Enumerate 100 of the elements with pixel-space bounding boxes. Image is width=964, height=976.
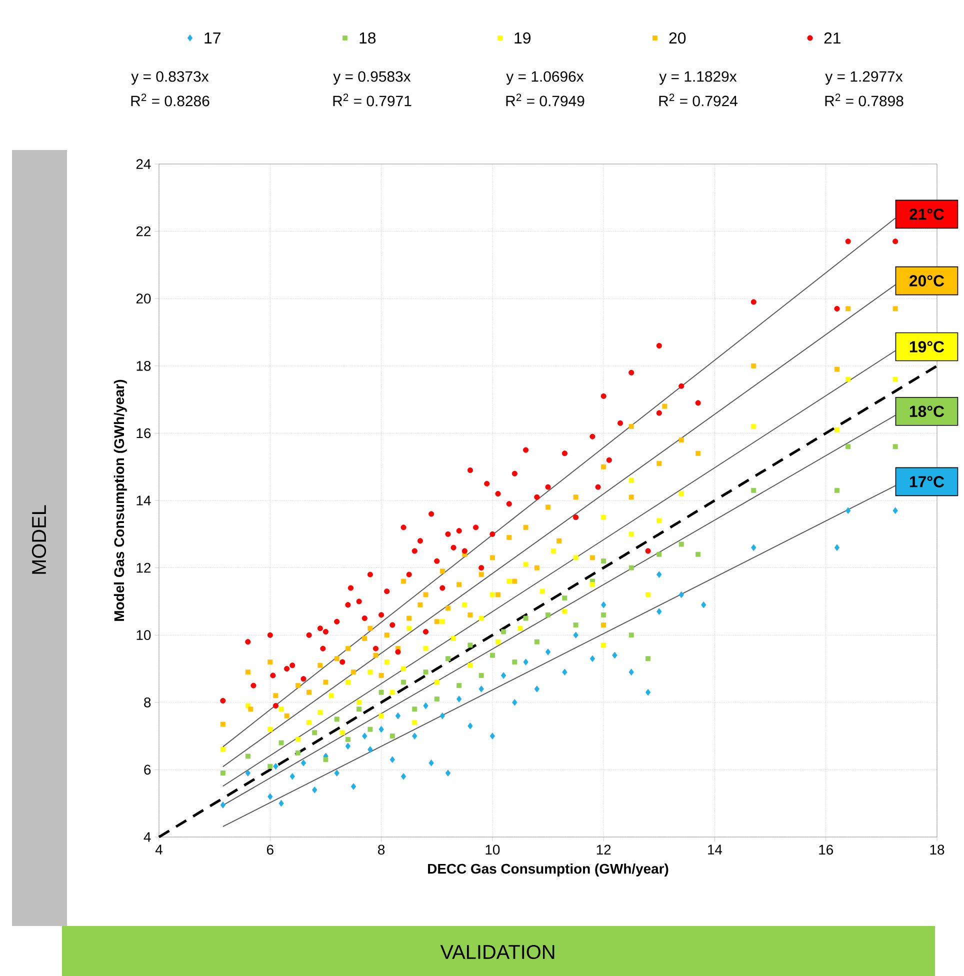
- point: [312, 786, 318, 794]
- annotation: 20°C: [909, 275, 944, 286]
- point: [245, 754, 250, 759]
- point: [512, 699, 518, 706]
- point: [384, 660, 390, 665]
- point: [490, 652, 495, 658]
- x-tick-label: 12: [596, 844, 611, 855]
- point: [284, 713, 290, 718]
- point: [390, 734, 395, 739]
- point: [628, 632, 634, 638]
- point: [462, 602, 468, 608]
- text: y = 0.8373x: [131, 71, 209, 85]
- point: [512, 660, 518, 665]
- point: [318, 710, 323, 715]
- point: [600, 601, 606, 608]
- point: [273, 762, 278, 770]
- annotation: 19°C: [910, 341, 944, 352]
- point: [601, 612, 606, 618]
- annotation: 17°C: [910, 476, 944, 488]
- point: [478, 686, 484, 692]
- point: [268, 660, 273, 665]
- point: [646, 592, 651, 598]
- y-tick-label: 4: [144, 832, 151, 842]
- y-tick-label: 22: [136, 226, 151, 236]
- point: [268, 793, 273, 800]
- point: [892, 444, 898, 450]
- y-tick-label: 24: [136, 159, 151, 169]
- point: [423, 592, 428, 598]
- point: [546, 504, 550, 510]
- legend-label: 19: [514, 32, 530, 44]
- point: [468, 642, 473, 648]
- point: [445, 770, 451, 776]
- text: R$^{2}$ = 0.8286: [131, 94, 210, 106]
- point: [628, 532, 634, 537]
- point: [323, 680, 328, 685]
- point: [696, 450, 701, 456]
- text: MODEL: [32, 505, 46, 574]
- point: [496, 639, 500, 644]
- point: [656, 571, 662, 578]
- point: [506, 535, 512, 540]
- point: [306, 720, 312, 726]
- point: [423, 670, 428, 675]
- point: [601, 622, 606, 628]
- point: [418, 602, 423, 608]
- point: [440, 619, 445, 624]
- point: [278, 706, 284, 712]
- point: [478, 572, 484, 578]
- point: [278, 800, 284, 807]
- point: [562, 596, 568, 601]
- point: [490, 592, 495, 598]
- point: [546, 612, 550, 618]
- point: [356, 706, 362, 712]
- point: [368, 626, 373, 631]
- point: [751, 488, 756, 493]
- point: [556, 538, 562, 544]
- point: [490, 732, 496, 740]
- text: R$^{2}$ = 0.7924: [659, 94, 738, 106]
- point: [590, 655, 596, 662]
- y-tick-label: 6: [144, 764, 151, 775]
- point: [378, 713, 384, 718]
- point: [656, 552, 662, 557]
- point: [412, 732, 418, 740]
- point: [445, 606, 450, 611]
- point: [350, 783, 356, 790]
- point: [356, 700, 362, 705]
- point: [523, 524, 528, 530]
- point: [846, 306, 851, 312]
- point: [368, 726, 373, 732]
- point: [378, 726, 384, 733]
- point: [590, 555, 595, 560]
- point: [300, 760, 306, 766]
- y-tick-label: 14: [136, 496, 151, 506]
- y-tick-label: 20: [136, 294, 151, 304]
- text: y = 1.0696x: [506, 71, 584, 85]
- x-tick-label: 10: [486, 844, 500, 855]
- legend-label: 17: [204, 32, 220, 44]
- point: [401, 578, 406, 584]
- point: [601, 514, 606, 520]
- legend-label: 18: [360, 32, 376, 44]
- y-tick-label: 12: [136, 562, 151, 573]
- point: [345, 742, 351, 750]
- point: [295, 736, 300, 742]
- point: [523, 658, 528, 666]
- point: [295, 683, 300, 688]
- y-axis-title: Model Gas Consumption (GWh/year): [114, 380, 127, 621]
- point: [656, 518, 662, 524]
- point: [440, 712, 446, 720]
- point: [846, 507, 851, 514]
- point: [290, 773, 295, 780]
- point: [456, 683, 462, 688]
- text: R$^{2}$ = 0.7971: [333, 94, 412, 106]
- point: [318, 662, 323, 668]
- point: [373, 652, 378, 658]
- point: [892, 507, 898, 514]
- y-tick-label: 10: [136, 630, 151, 640]
- point: [368, 670, 373, 675]
- point: [601, 558, 606, 564]
- x-tick-label: 8: [378, 844, 385, 855]
- point: [278, 740, 284, 746]
- point: [220, 802, 226, 808]
